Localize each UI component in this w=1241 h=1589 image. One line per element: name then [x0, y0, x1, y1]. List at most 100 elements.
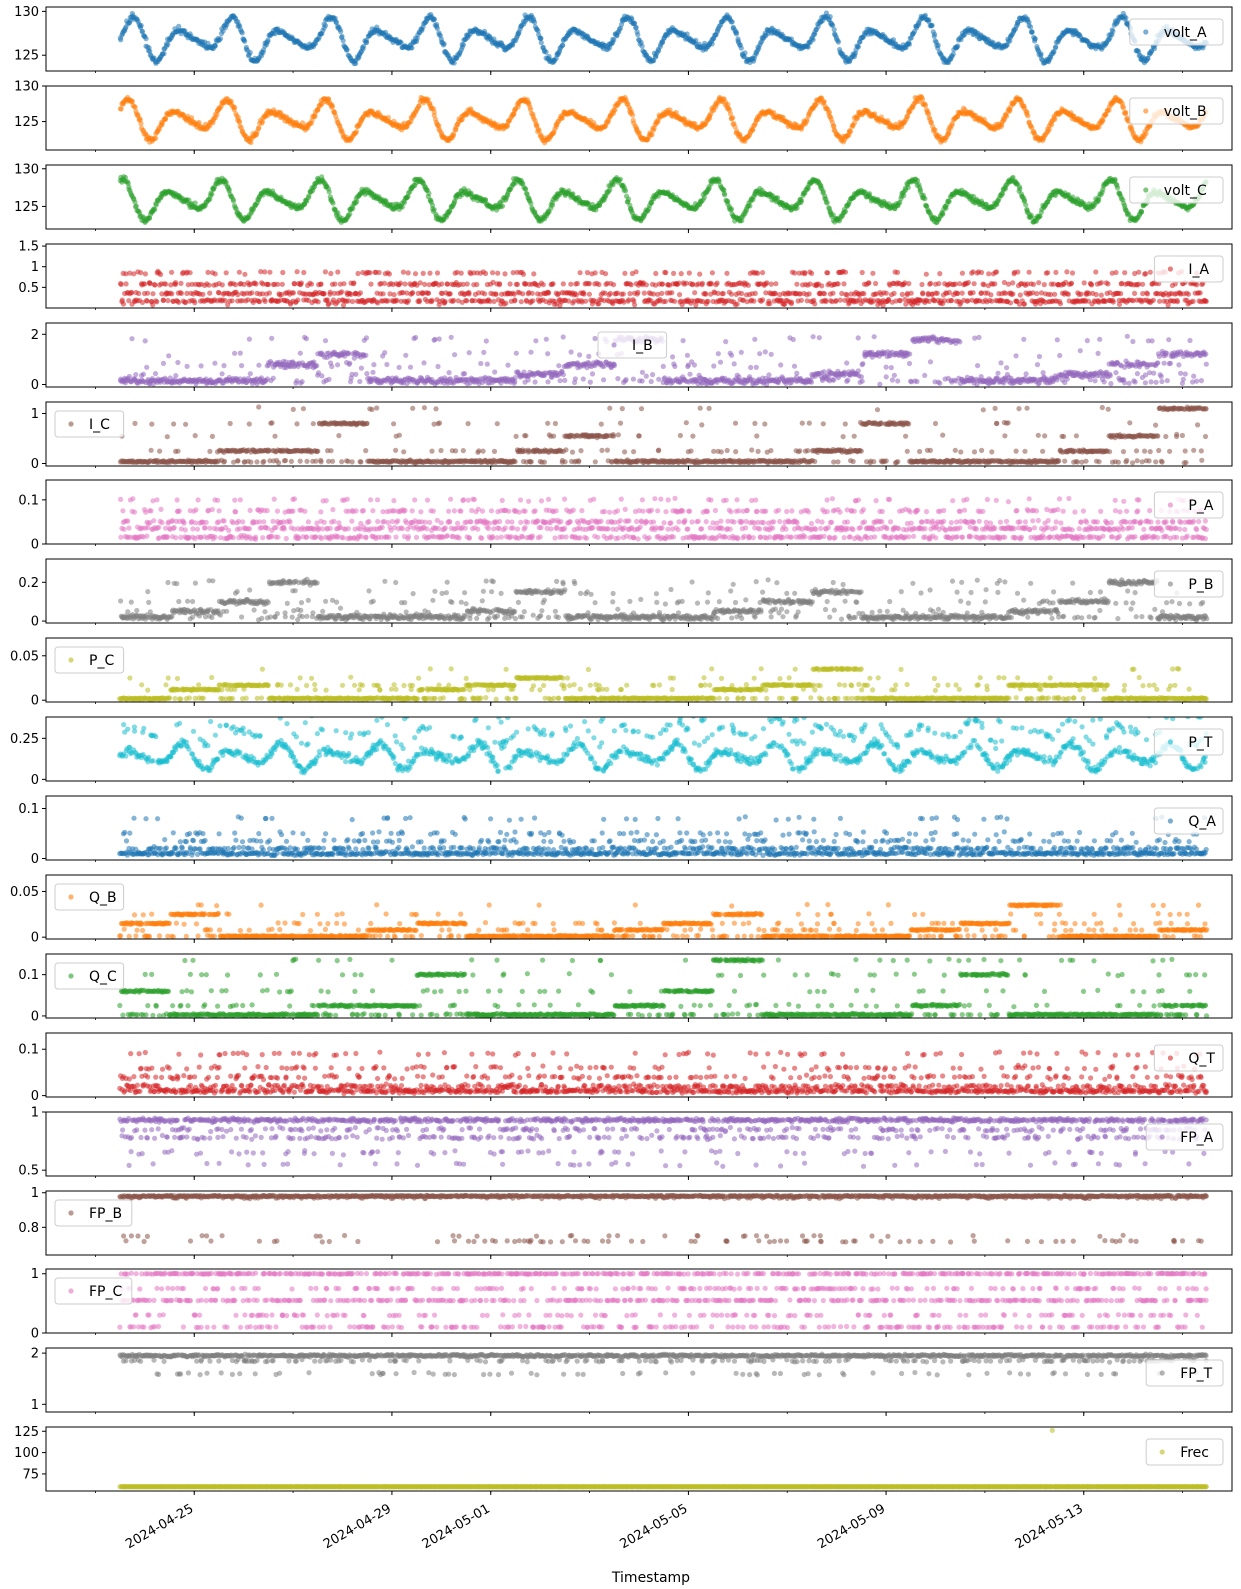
- point-volt_A: [1028, 24, 1034, 30]
- point-I_A: [566, 298, 572, 304]
- point-volt_C: [701, 194, 708, 200]
- point-I_A: [173, 280, 179, 286]
- point-I_A: [348, 291, 354, 297]
- point-I_A: [341, 281, 347, 287]
- point-I_A: [550, 281, 556, 287]
- point-I_A: [367, 270, 373, 276]
- point-volt_B: [928, 119, 934, 125]
- point-volt_C: [523, 186, 529, 192]
- ytick-label-volt_B: 125: [14, 115, 39, 130]
- point-I_A: [127, 270, 133, 276]
- point-volt_C: [747, 203, 753, 209]
- point-volt_A: [950, 51, 956, 57]
- point-volt_A: [1032, 36, 1038, 42]
- point-volt_B: [431, 109, 437, 115]
- point-I_A: [206, 282, 212, 288]
- point-volt_B: [730, 115, 736, 121]
- point-I_A: [387, 291, 393, 297]
- point-volt_C: [230, 198, 237, 204]
- point-I_A: [150, 291, 156, 297]
- point-I_A: [611, 282, 617, 288]
- point-volt_A: [532, 19, 538, 25]
- point-I_A: [422, 281, 428, 287]
- point-I_A: [147, 281, 153, 287]
- point-I_A: [442, 298, 448, 305]
- point-I_A: [474, 281, 480, 288]
- point-I_A: [394, 298, 400, 304]
- point-I_A: [339, 289, 345, 295]
- point-I_A: [178, 280, 184, 286]
- point-volt_B: [946, 129, 952, 135]
- point-volt_C: [1023, 202, 1029, 208]
- point-volt_A: [611, 37, 617, 43]
- point-I_A: [514, 281, 521, 287]
- point-volt_C: [347, 211, 353, 217]
- point-I_A: [439, 281, 445, 287]
- legend-box-volt_B: [1129, 97, 1224, 125]
- point-I_A: [176, 299, 182, 305]
- point-volt_A: [338, 28, 344, 35]
- point-I_A: [331, 290, 337, 296]
- point-volt_B: [425, 96, 431, 102]
- point-I_A: [581, 291, 587, 297]
- point-volt_C: [350, 205, 356, 212]
- point-I_A: [574, 280, 581, 287]
- point-I_A: [265, 281, 271, 288]
- point-volt_B: [851, 120, 858, 126]
- legend-marker-volt_C: [1143, 187, 1149, 193]
- point-I_A: [460, 281, 466, 287]
- point-volt_C: [897, 199, 903, 205]
- point-volt_B: [727, 111, 734, 117]
- point-volt_C: [326, 189, 332, 195]
- point-volt_B: [1052, 116, 1058, 122]
- point-I_A: [493, 291, 499, 297]
- legend-box-volt_C: [1129, 176, 1224, 204]
- point-volt_B: [922, 102, 929, 108]
- point-I_A: [628, 282, 634, 288]
- point-volt_C: [1112, 176, 1118, 183]
- point-I_A: [596, 281, 602, 288]
- legend-label-volt_B: volt_B: [1164, 104, 1207, 120]
- point-volt_B: [353, 129, 360, 135]
- point-I_A: [402, 281, 408, 287]
- point-volt_B: [1123, 109, 1129, 116]
- point-I_A: [279, 281, 285, 287]
- point-volt_C: [794, 205, 800, 211]
- point-volt_B: [732, 124, 738, 130]
- point-volt_C: [401, 200, 407, 206]
- point-I_A: [266, 290, 272, 296]
- point-volt_A: [831, 27, 837, 33]
- point-volt_A: [633, 24, 639, 30]
- point-I_A: [165, 298, 171, 304]
- point-volt_B: [451, 131, 457, 137]
- point-I_A: [451, 297, 457, 303]
- point-I_A: [444, 281, 451, 287]
- point-I_A: [145, 290, 151, 296]
- point-volt_C: [335, 210, 341, 216]
- point-I_A: [614, 290, 621, 296]
- legend-volt_B: volt_B: [1129, 97, 1224, 125]
- point-volt_B: [673, 109, 679, 116]
- point-I_A: [659, 290, 665, 296]
- point-I_A: [123, 281, 129, 287]
- point-volt_B: [132, 104, 138, 110]
- point-volt_A: [693, 37, 699, 44]
- point-volt_C: [722, 192, 728, 198]
- point-volt_A: [890, 37, 897, 43]
- point-I_A: [185, 282, 191, 288]
- point-volt_A: [929, 22, 935, 28]
- point-I_A: [267, 269, 273, 275]
- point-volt_B: [649, 132, 655, 138]
- point-volt_B: [750, 127, 756, 133]
- point-I_A: [159, 291, 165, 297]
- point-I_A: [207, 290, 213, 296]
- point-volt_A: [729, 19, 735, 25]
- point-I_A: [653, 282, 659, 288]
- point-volt_A: [651, 58, 657, 64]
- point-I_A: [404, 290, 410, 296]
- point-volt_B: [153, 135, 159, 141]
- point-I_A: [136, 290, 142, 297]
